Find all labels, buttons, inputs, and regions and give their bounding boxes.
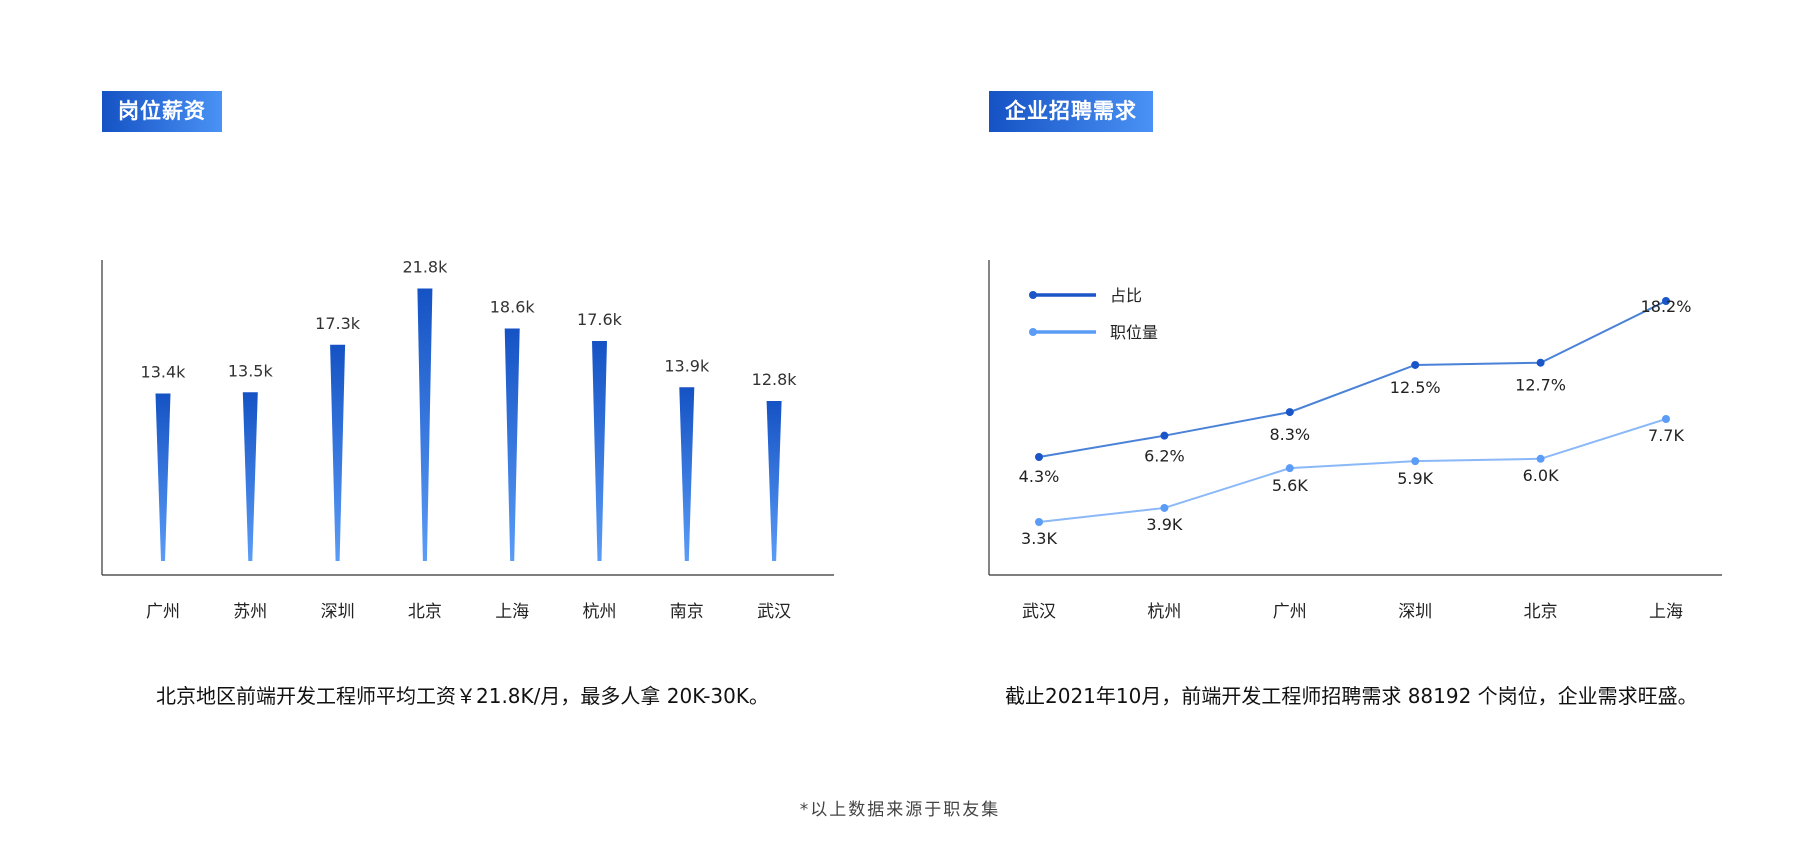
series-point	[1411, 457, 1420, 466]
bar-category-label: 武汉	[757, 602, 791, 622]
point-value-label: 7.7K	[1648, 426, 1684, 445]
line-category-label: 北京	[1524, 602, 1558, 622]
series-point	[1536, 454, 1545, 463]
series-point	[1035, 518, 1043, 526]
series-line	[1038, 300, 1667, 458]
point-value-label: 4.3%	[1019, 467, 1060, 486]
salary-bar	[679, 387, 695, 561]
point-value-label: 5.6K	[1272, 476, 1308, 495]
salary-caption: 北京地区前端开发工程师平均工资￥21.8K/月，最多人拿 20K-30K。	[156, 684, 769, 708]
bar-value-label: 12.8k	[752, 370, 798, 389]
bar-value-label: 21.8k	[402, 258, 448, 277]
point-value-label: 3.3K	[1021, 529, 1057, 548]
point-value-label: 12.5%	[1390, 378, 1441, 397]
bar-value-label: 13.4k	[141, 363, 187, 382]
legend-label: 占比	[1110, 286, 1142, 305]
demand-panel: 企业招聘需求 占比职位量 4.3% 6.2% 8.3% 12.5% 12.7% 18.2%…	[888, 0, 1800, 860]
demand-caption: 截止2021年10月，前端开发工程师招聘需求 88192 个岗位，企业需求旺盛。	[1005, 684, 1698, 708]
salary-panel: 岗位薪资 13.4k 广州 13.5k 苏州 17.3k 深圳 21.8k 北京 18.6k 上海…	[101, 91, 834, 708]
series-point	[1035, 453, 1043, 461]
salary-bar-chart: 13.4k 广州 13.5k 苏州 17.3k 深圳 21.8k 北京 18.6k 上海 17.6k…	[101, 258, 834, 622]
bar-value-label: 18.6k	[490, 298, 536, 317]
line-category-label: 武汉	[1022, 602, 1056, 622]
salary-bar	[330, 344, 346, 561]
point-value-label: 6.0K	[1523, 466, 1559, 485]
legend-label: 职位量	[1110, 323, 1158, 342]
salary-bar	[155, 393, 171, 561]
bar-category-label: 深圳	[321, 602, 355, 622]
series-point	[1285, 408, 1294, 417]
bar-value-label: 17.3k	[315, 314, 361, 333]
bar-category-label: 南京	[670, 602, 704, 622]
line-category-label: 杭州	[1147, 602, 1181, 622]
line-category-label: 深圳	[1398, 602, 1432, 622]
series-point	[1160, 503, 1169, 512]
point-value-label: 5.9K	[1397, 469, 1433, 488]
salary-bar	[766, 401, 782, 561]
salary-section-tag: 岗位薪资	[102, 91, 222, 132]
salary-bar	[504, 328, 520, 561]
legend-marker	[1029, 328, 1037, 336]
bar-category-label: 上海	[495, 602, 529, 622]
series-point	[1160, 431, 1169, 440]
point-value-label: 8.3%	[1269, 425, 1310, 444]
point-value-label: 3.9K	[1146, 515, 1182, 534]
bar-value-label: 13.9k	[664, 356, 710, 375]
line-category-label: 上海	[1649, 602, 1683, 622]
series-point	[1662, 415, 1670, 423]
legend-marker	[1029, 291, 1037, 299]
bar-value-label: 17.6k	[577, 310, 623, 329]
salary-bar	[592, 341, 607, 561]
salary-bar	[417, 288, 433, 561]
point-value-label: 12.7%	[1515, 376, 1566, 395]
series-point	[1662, 297, 1670, 305]
series-point	[1411, 360, 1420, 369]
point-value-label: 18.2%	[1641, 297, 1692, 316]
salary-bar	[242, 392, 258, 561]
point-value-label: 6.2%	[1144, 447, 1185, 466]
bar-value-label: 13.5k	[228, 361, 274, 380]
series-point	[1285, 464, 1294, 473]
series-point	[1536, 358, 1545, 367]
bar-category-label: 苏州	[233, 602, 267, 622]
bar-category-label: 杭州	[583, 602, 617, 622]
line-category-label: 广州	[1273, 602, 1307, 622]
data-source-footnote: *以上数据来源于职友集	[799, 800, 1001, 820]
bar-category-label: 北京	[408, 602, 442, 622]
series-line	[1038, 418, 1667, 523]
bar-category-label: 广州	[146, 602, 180, 622]
demand-section-tag: 企业招聘需求	[989, 91, 1153, 132]
